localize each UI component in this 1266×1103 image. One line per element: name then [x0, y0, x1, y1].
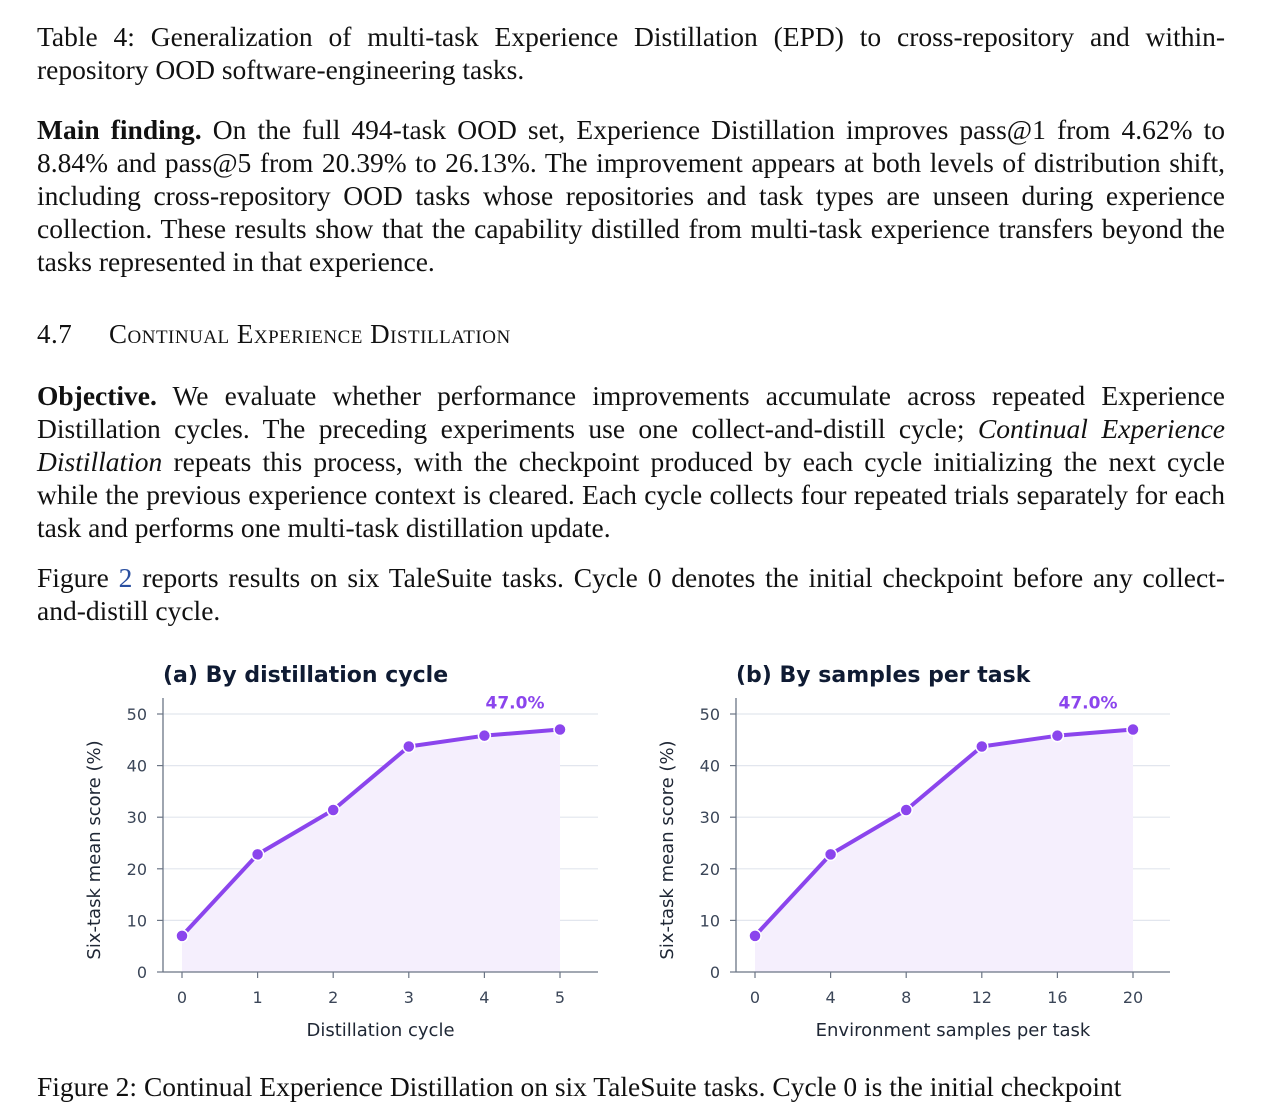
x-tick-label: 3	[404, 988, 414, 1007]
x-axis-label: Environment samples per task	[816, 1020, 1091, 1041]
x-tick-label: 5	[555, 988, 565, 1007]
x-tick-label: 0	[177, 988, 187, 1007]
objective-paragraph: Objective. We evaluate whether performan…	[37, 379, 1225, 544]
figure-caption-cut: Figure 2: Continual Experience Distillat…	[37, 1071, 1122, 1102]
y-tick-label: 40	[700, 757, 720, 776]
chart-panel-a: 0 10 20 30 40 50 0 1 2 3 4 5 47.0% (a) By distillatio…	[84, 663, 598, 1041]
data-point	[1050, 728, 1065, 743]
data-point	[899, 803, 913, 817]
section-number: 4.7	[37, 319, 73, 349]
objective-text-2: repeats this process, with the checkpoin…	[37, 446, 1225, 543]
y-tick-label: 40	[127, 757, 147, 776]
y-tick-label: 0	[137, 963, 147, 982]
figure-link[interactable]: 2	[118, 562, 133, 593]
x-tick-label: 20	[1123, 988, 1143, 1007]
x-tick-label: 4	[479, 988, 489, 1007]
data-point	[402, 739, 416, 754]
data-point	[823, 847, 838, 862]
x-tick-label: 0	[750, 988, 760, 1007]
value-annotation: 47.0%	[486, 693, 545, 713]
y-tick-label: 20	[700, 860, 720, 879]
chart-panel-b: 0 10 20 30 40 50 0 4 8 12 16 20 47.0% (b) By samples …	[657, 663, 1170, 1041]
data-point	[250, 847, 265, 862]
data-point	[175, 929, 189, 943]
data-point	[326, 803, 340, 817]
caption-text: Table 4: Generalization of multi-task Ex…	[37, 21, 1225, 85]
x-tick-label: 8	[901, 988, 911, 1007]
y-tick-label: 20	[127, 860, 147, 879]
data-point	[1126, 722, 1140, 737]
x-tick-label: 16	[1047, 988, 1067, 1007]
y-tick-label: 10	[127, 911, 147, 930]
objective-label: Objective.	[37, 380, 157, 411]
y-tick-label: 30	[127, 808, 147, 827]
figref-before: Figure	[37, 562, 119, 593]
y-tick-label: 50	[700, 705, 720, 724]
series-line	[180, 727, 562, 938]
x-tick-label: 2	[328, 988, 338, 1007]
chart-title: (b) By samples per task	[736, 663, 1032, 688]
y-axis-label: Six-task mean score (%)	[84, 740, 105, 959]
main-finding-text: On the full 494-task OOD set, Experience…	[37, 114, 1226, 277]
area-fill	[182, 729, 560, 972]
data-point	[477, 728, 492, 743]
y-tick-label: 50	[127, 705, 147, 724]
chart-title: (a) By distillation cycle	[163, 663, 448, 688]
data-point	[975, 739, 989, 754]
data-point	[553, 722, 567, 737]
figure-reference-paragraph: Figure 2 reports results on six TaleSuit…	[37, 561, 1225, 627]
y-tick-label: 30	[700, 808, 720, 827]
section-title: Continual Experience Distillation	[109, 319, 511, 349]
y-tick-label: 0	[710, 963, 720, 982]
value-annotation: 47.0%	[1059, 693, 1118, 713]
series-line	[753, 727, 1135, 938]
main-finding-label: Main finding.	[37, 114, 202, 145]
y-axis-label: Six-task mean score (%)	[657, 740, 678, 959]
x-tick-label: 1	[253, 988, 263, 1007]
x-tick-label: 4	[826, 988, 836, 1007]
figref-after: reports results on six TaleSuite tasks. …	[37, 562, 1225, 626]
table-caption: Table 4: Generalization of multi-task Ex…	[37, 20, 1225, 86]
area-fill	[755, 729, 1133, 972]
data-point	[748, 929, 762, 943]
x-tick-label: 12	[972, 988, 992, 1007]
main-finding-paragraph: Main finding. On the full 494-task OOD s…	[37, 113, 1225, 278]
objective-text-1: We evaluate whether performance improvem…	[37, 380, 1225, 444]
y-tick-label: 10	[700, 911, 720, 930]
section-heading: 4.7 Continual Experience Distillation	[37, 318, 511, 351]
objective-emphasis: Continual Experience Distillation	[37, 413, 1225, 477]
x-axis-label: Distillation cycle	[306, 1020, 454, 1041]
